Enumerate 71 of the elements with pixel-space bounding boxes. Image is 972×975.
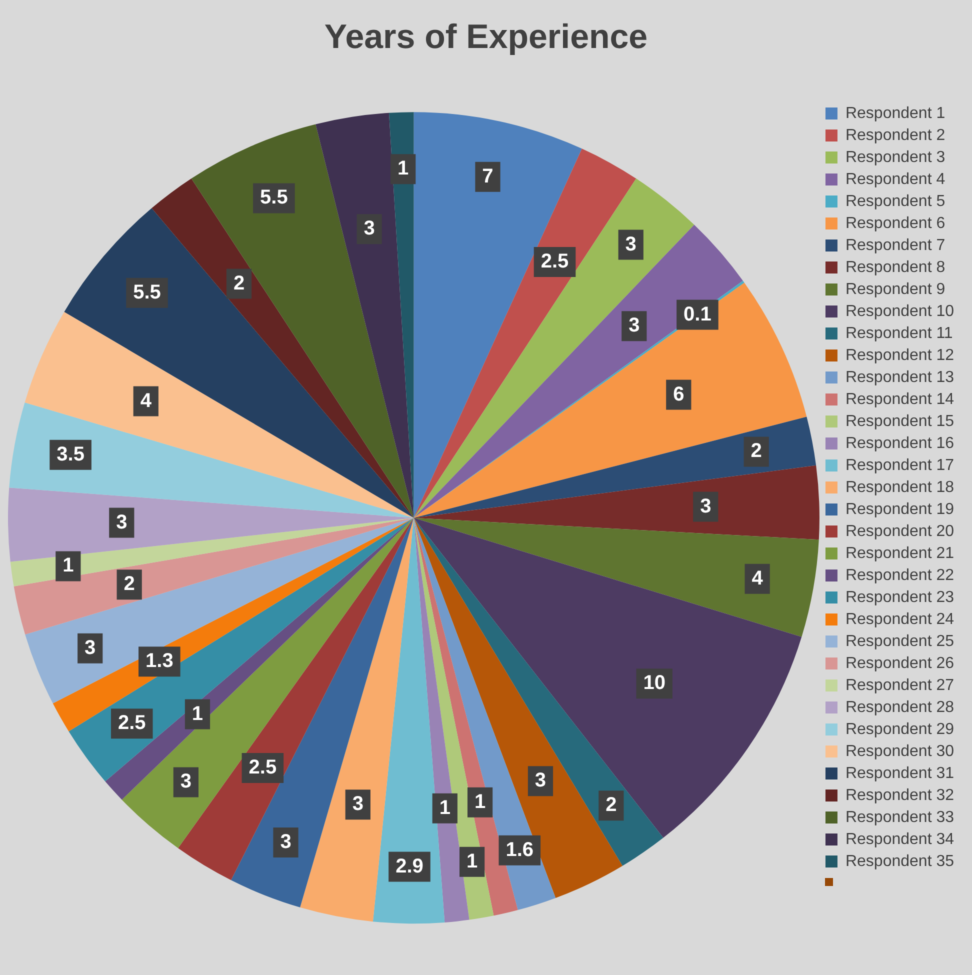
legend-label: Respondent 18 (845, 478, 954, 496)
data-label: 1 (398, 158, 409, 180)
legend-label: Respondent 2 (845, 126, 946, 144)
legend-label: Respondent 21 (845, 544, 954, 562)
legend-label: Respondent 17 (845, 456, 954, 474)
legend-label: Respondent 32 (845, 786, 954, 804)
legend-label: Respondent 6 (845, 214, 946, 232)
data-label: 2 (124, 573, 135, 596)
data-label: 2 (233, 272, 245, 294)
data-label: 2.9 (396, 855, 424, 878)
data-label: 1 (439, 796, 450, 819)
data-label: 7 (482, 165, 494, 188)
data-label: 3 (280, 831, 292, 854)
data-label: 3 (116, 511, 128, 534)
data-label: 2 (750, 440, 762, 462)
legend-label: Respondent 11 (845, 324, 953, 342)
data-label: 2.5 (248, 756, 277, 778)
legend-label: Respondent 33 (845, 808, 954, 826)
data-label: 1 (62, 554, 74, 577)
legend-label: Respondent 10 (845, 302, 954, 320)
legend-label: Respondent 4 (845, 170, 946, 188)
legend-label: Respondent 19 (845, 500, 954, 518)
legend-label: Respondent 26 (845, 654, 954, 672)
legend-label: Respondent 3 (845, 148, 946, 166)
legend-label: Respondent 23 (845, 588, 954, 606)
data-label: 3 (700, 495, 712, 518)
data-label: 3 (628, 314, 640, 337)
data-label: 1 (466, 850, 478, 872)
data-label: 2.5 (540, 250, 569, 273)
legend-label: Respondent 24 (845, 610, 954, 628)
data-label: 4 (140, 390, 152, 412)
data-label: 5.5 (260, 186, 288, 209)
legend-label: Respondent 13 (845, 368, 954, 386)
data-label: 1 (474, 790, 486, 813)
legend-label: Respondent 34 (845, 830, 954, 848)
legend-label: Respondent 5 (845, 192, 946, 210)
legend-label: Respondent 30 (845, 742, 954, 760)
data-label: 3 (534, 770, 546, 792)
legend-label: Respondent 20 (845, 522, 954, 540)
chart-title: Years of Experience (324, 18, 648, 56)
legend-label: Respondent 35 (845, 852, 954, 870)
legend-label: Respondent 29 (845, 720, 954, 738)
data-label: 1.3 (146, 650, 174, 672)
data-label: 3.5 (56, 443, 84, 466)
legend-label: Respondent 7 (845, 236, 946, 254)
data-label: 0.1 (684, 303, 712, 326)
legend-label: Respondent 28 (845, 698, 954, 716)
legend-label: Respondent 9 (845, 280, 946, 298)
data-label: 4 (752, 567, 764, 590)
legend-label: Respondent 22 (845, 566, 954, 584)
data-label: 1 (192, 702, 204, 725)
data-label: 3 (84, 636, 96, 659)
data-label: 3 (352, 793, 364, 816)
legend-label: Respondent 25 (845, 632, 954, 650)
legend-label: Respondent 31 (845, 764, 954, 782)
data-label: 3 (180, 770, 192, 793)
legend-label: Respondent 1 (845, 104, 946, 122)
data-label: 3 (364, 218, 375, 240)
data-label: 5.5 (133, 281, 161, 304)
legend-label: Respondent 15 (845, 412, 954, 430)
legend-label: Respondent 14 (845, 390, 954, 408)
data-label: 2.5 (118, 712, 146, 734)
legend-label: Respondent 16 (845, 434, 954, 452)
data-label: 2 (606, 794, 617, 816)
data-label: 6 (673, 383, 684, 406)
legend-label: Respondent 8 (845, 258, 946, 276)
legend-label: Respondent 27 (845, 676, 954, 694)
legend-label: Respondent 12 (845, 346, 954, 364)
data-label: 3 (625, 233, 636, 256)
data-label: 10 (643, 672, 666, 694)
data-label: 1.6 (506, 838, 534, 861)
